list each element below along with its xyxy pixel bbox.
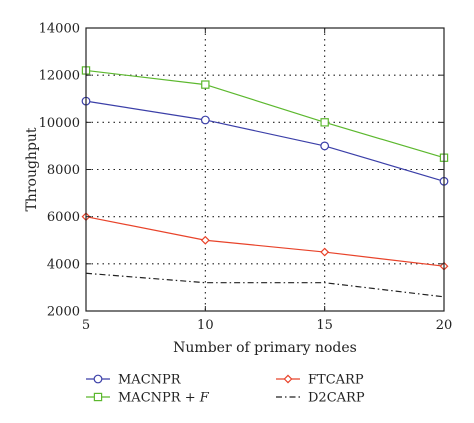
grid (86, 28, 444, 311)
legend: MACNPR FTCARP MACNPR + F D2CARP (86, 373, 365, 406)
y-tick-label: 2000 (47, 305, 80, 320)
plot-frame (85, 27, 445, 312)
x-tick-label: 10 (197, 318, 214, 333)
data-point (320, 247, 330, 257)
y-axis-title: Throughput (24, 127, 40, 211)
x-axis-title: Number of primary nodes (173, 340, 357, 356)
legend-item: MACNPR + F (86, 391, 210, 406)
series-line (85, 69, 445, 159)
x-tick-label: 15 (316, 318, 333, 333)
series-line (85, 100, 445, 182)
legend-label: FTCARP (308, 373, 364, 388)
legend-marker (93, 392, 103, 402)
series-ftcarp (81, 212, 449, 271)
legend-item: FTCARP (276, 373, 364, 388)
y-tick-label: 12000 (39, 69, 80, 84)
y-tick-label: 6000 (47, 210, 80, 225)
y-tick-label: 10000 (39, 116, 80, 131)
x-tick-label: 5 (82, 318, 90, 333)
legend-label: MACNPR + F (118, 391, 210, 406)
x-tick-label: 20 (436, 318, 453, 333)
data-point (320, 118, 329, 127)
legend-marker (283, 374, 293, 384)
data-point (200, 115, 210, 125)
data-point (201, 80, 210, 89)
axis-ticks: 5 10 15 20 2000 4000 6000 8000 10000 12000 14000 (39, 22, 453, 334)
series-line (85, 216, 445, 267)
series-macnpr (81, 96, 449, 186)
series-line (85, 272, 445, 298)
series-d2carp (85, 272, 445, 298)
legend-item: D2CARP (276, 391, 365, 406)
data-point (200, 235, 210, 245)
legend-item: MACNPR (86, 373, 182, 388)
series-layer (81, 66, 449, 298)
legend-label: D2CARP (308, 391, 365, 406)
legend-label: MACNPR (118, 373, 182, 388)
y-tick-label: 8000 (47, 163, 80, 178)
y-tick-label: 4000 (47, 257, 80, 272)
y-tick-label: 14000 (39, 22, 80, 37)
legend-marker (93, 374, 103, 384)
series-macnpr-f (81, 66, 449, 162)
data-point (320, 141, 330, 151)
